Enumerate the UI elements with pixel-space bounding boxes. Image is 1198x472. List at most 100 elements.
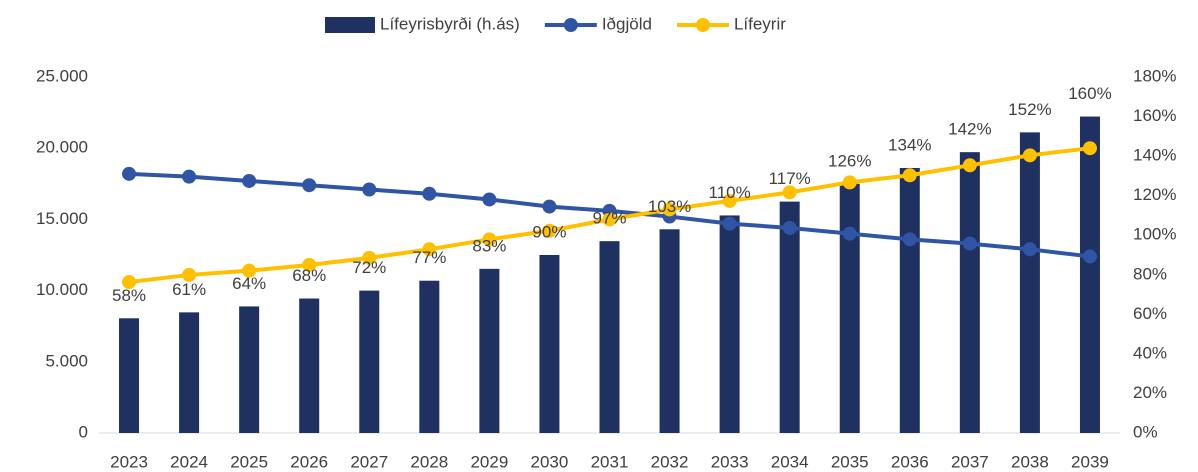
bar: [839, 183, 860, 433]
bar: [359, 290, 380, 433]
bar: [1079, 116, 1100, 434]
bar: [719, 215, 740, 433]
data-label: 160%: [1068, 84, 1111, 103]
marker: [1022, 148, 1037, 163]
marker: [662, 202, 677, 217]
marker: [482, 232, 497, 247]
marker: [242, 263, 257, 278]
marker: [302, 178, 317, 193]
x-tick-label: 2029: [470, 452, 508, 471]
y2-tick-label: 60%: [1133, 304, 1167, 323]
y2-tick-label: 0%: [1133, 422, 1158, 441]
bar: [539, 255, 560, 433]
marker: [542, 223, 557, 238]
x-tick-label: 2036: [891, 452, 929, 471]
bar: [659, 229, 680, 433]
marker: [602, 212, 617, 227]
data-label: 61%: [172, 280, 206, 299]
data-label: 142%: [948, 120, 991, 139]
data-label: 97%: [592, 209, 626, 228]
bar: [179, 312, 200, 433]
marker: [722, 216, 737, 231]
marker: [302, 257, 317, 272]
bar: [959, 152, 980, 433]
x-tick-label: 2035: [831, 452, 869, 471]
x-tick-label: 2023: [110, 452, 148, 471]
bar: [779, 201, 800, 433]
data-label: 68%: [292, 266, 326, 285]
bar: [239, 306, 260, 433]
marker: [122, 275, 137, 290]
legend-swatch: [563, 18, 578, 32]
y2-tick-label: 180%: [1133, 66, 1176, 85]
y-tick-label: 15.000: [36, 209, 88, 228]
marker: [842, 226, 857, 241]
marker: [422, 186, 437, 201]
bar: [599, 241, 620, 433]
legend-swatch: [695, 18, 710, 32]
bar: [299, 298, 320, 433]
x-tick-label: 2027: [350, 452, 388, 471]
marker: [122, 166, 137, 181]
x-tick-label: 2024: [170, 452, 208, 471]
x-tick-label: 2039: [1071, 452, 1109, 471]
data-label: 77%: [412, 248, 446, 267]
bar: [119, 318, 140, 433]
y2-tick-label: 140%: [1133, 146, 1176, 165]
legend-swatch: [325, 17, 375, 33]
marker: [782, 220, 797, 235]
data-label: 117%: [769, 169, 811, 188]
data-label: 72%: [352, 258, 386, 277]
x-tick-label: 2025: [230, 452, 268, 471]
x-tick-label: 2031: [591, 452, 629, 471]
y2-tick-label: 100%: [1133, 225, 1176, 244]
bar: [479, 268, 500, 433]
x-tick-label: 2028: [410, 452, 448, 471]
marker: [482, 192, 497, 207]
x-tick-label: 2032: [651, 452, 689, 471]
marker: [362, 182, 377, 197]
marker: [722, 193, 737, 208]
y2-tick-label: 20%: [1133, 383, 1167, 402]
marker: [842, 175, 857, 190]
x-tick-label: 2033: [711, 452, 749, 471]
legend-label: Iðgjöld: [602, 14, 652, 33]
legend-label: Lífeyrisbyrði (h.ás): [380, 14, 520, 33]
x-tick-label: 2034: [771, 452, 809, 471]
data-label: 110%: [709, 183, 751, 202]
data-label: 90%: [532, 222, 566, 241]
data-label: 103%: [648, 197, 691, 216]
marker: [1082, 249, 1097, 264]
marker: [902, 232, 917, 247]
marker: [362, 250, 377, 265]
data-label: 134%: [888, 135, 931, 154]
marker: [1082, 141, 1097, 156]
y-tick-label: 25.000: [36, 66, 88, 85]
marker: [1022, 242, 1037, 257]
y-tick-label: 20.000: [36, 138, 88, 157]
marker: [782, 185, 797, 200]
y-tick-label: 10.000: [36, 280, 88, 299]
x-tick-label: 2038: [1011, 452, 1049, 471]
marker: [902, 168, 917, 183]
data-label: 64%: [232, 274, 266, 293]
bar: [1019, 132, 1040, 433]
legend-label: Lífeyrir: [734, 14, 786, 33]
y2-tick-label: 80%: [1133, 264, 1167, 283]
data-label: 58%: [112, 286, 146, 305]
marker: [962, 158, 977, 173]
marker: [542, 199, 557, 214]
y2-tick-label: 120%: [1133, 185, 1176, 204]
bar: [419, 280, 440, 433]
y-tick-label: 5.000: [45, 351, 88, 370]
marker: [962, 236, 977, 251]
y-tick-label: 0: [79, 422, 88, 441]
x-tick-label: 2037: [951, 452, 989, 471]
bar: [899, 167, 920, 433]
data-label: 126%: [828, 151, 871, 170]
marker: [182, 267, 197, 282]
marker: [422, 242, 437, 257]
y2-tick-label: 40%: [1133, 343, 1167, 362]
marker: [242, 173, 257, 188]
